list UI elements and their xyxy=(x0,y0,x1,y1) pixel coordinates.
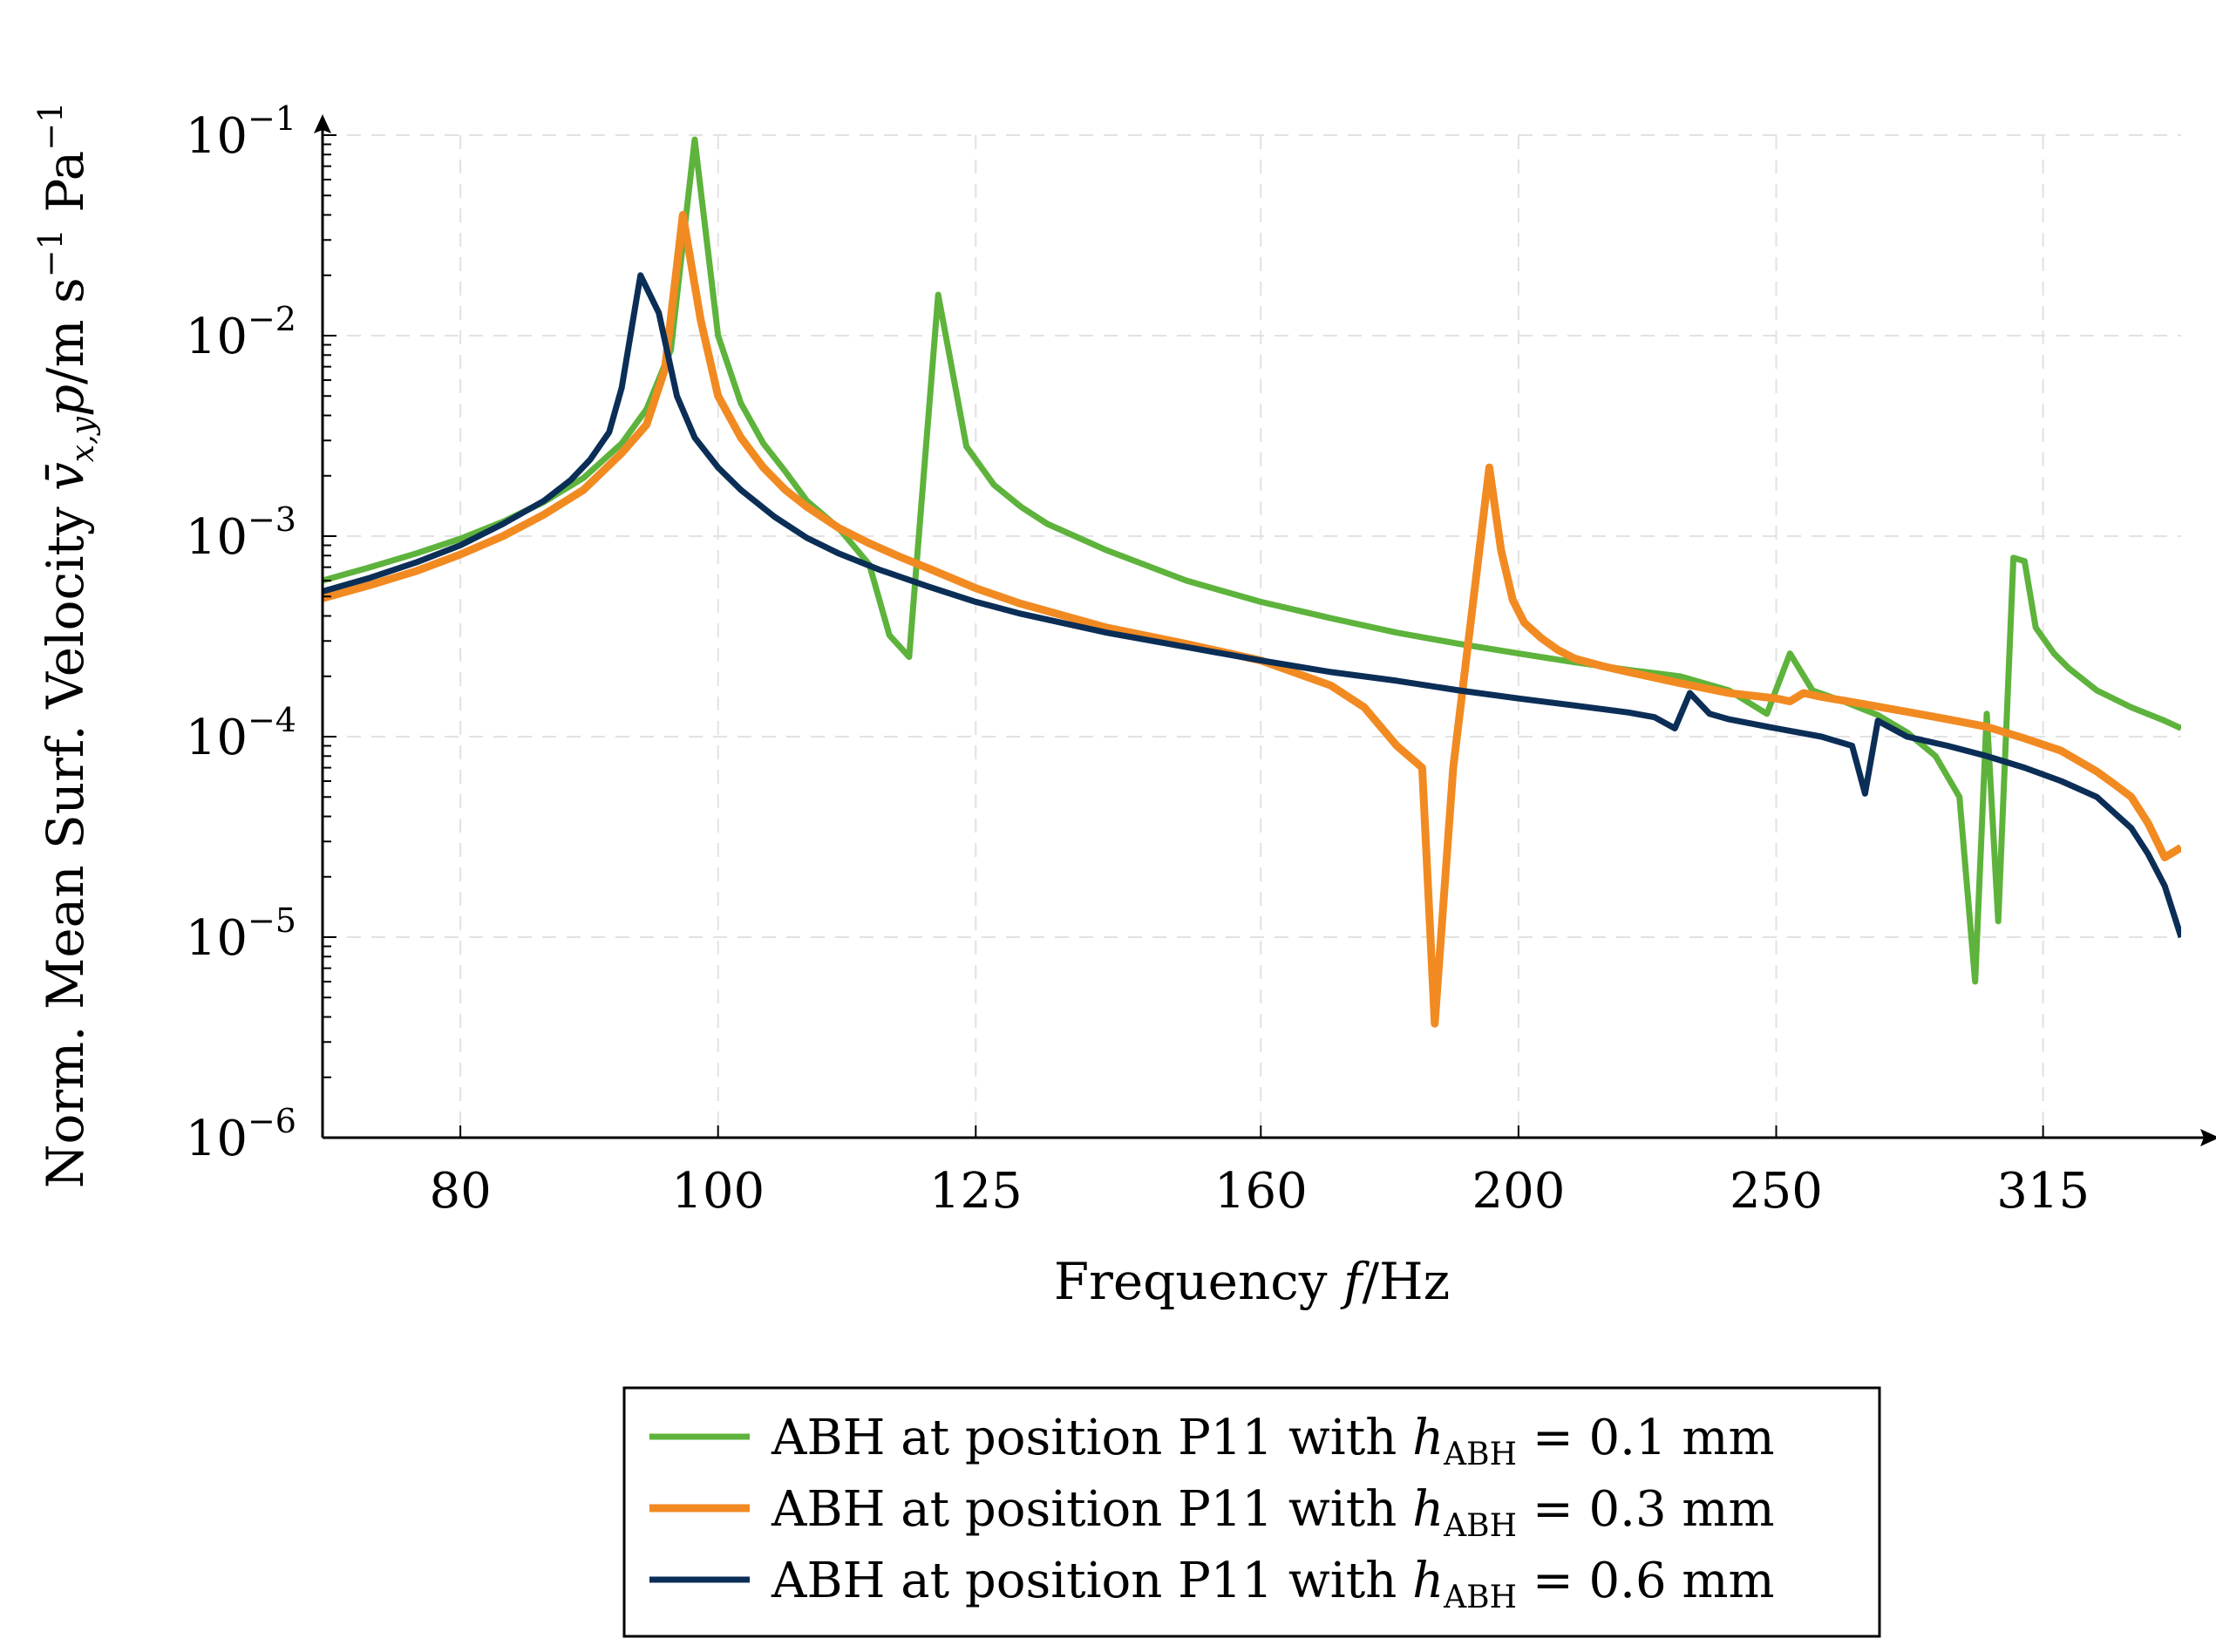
svg-text:Norm. Mean Surf. Velocity v̄x,: Norm. Mean Surf. Velocity v̄x,yp/m s−1 P… xyxy=(31,102,101,1189)
x-tick-label: 100 xyxy=(671,1163,765,1220)
y-axis-title: Norm. Mean Surf. Velocity v̄x,yp/m s−1 P… xyxy=(31,102,101,1189)
y-tick-label: 10−3 xyxy=(186,500,296,566)
legend-item-2: ABH at position P11 with hABH = 0.3 mm xyxy=(649,1481,1775,1544)
legend-box xyxy=(622,1386,1881,1638)
y-tick-label: 10−1 xyxy=(186,99,296,165)
tick-labels: 80 100 125 160 200 250 315 10−6 10−5 10−4 10−3 10−2… xyxy=(186,99,2090,1220)
series-line-1 xyxy=(323,136,2181,985)
legend-label: ABH at position P11 with hABH = 0.1 mm xyxy=(771,1410,1775,1472)
series-line-3 xyxy=(323,272,2181,939)
series-group xyxy=(323,136,2181,1028)
x-tick-label: 200 xyxy=(1472,1163,1565,1220)
y-tick-label: 10−5 xyxy=(186,901,296,967)
legend-item-3: ABH at position P11 with hABH = 0.6 mm xyxy=(649,1553,1775,1615)
y-tick-label: 10−6 xyxy=(186,1102,296,1167)
grid xyxy=(323,134,2181,1139)
x-tick-label: 160 xyxy=(1214,1163,1308,1220)
legend-item-1: ABH at position P11 with hABH = 0.1 mm xyxy=(649,1410,1775,1472)
x-axis-title: Frequency f/Hz xyxy=(1054,1252,1450,1311)
x-tick-label: 80 xyxy=(429,1163,491,1220)
x-tick-label: 315 xyxy=(1996,1163,2090,1220)
x-axis-arrow xyxy=(2200,1129,2216,1146)
legend-label: ABH at position P11 with hABH = 0.6 mm xyxy=(771,1553,1775,1615)
y-tick-label: 10−2 xyxy=(186,300,296,365)
x-tick-label: 125 xyxy=(929,1163,1023,1220)
axes xyxy=(314,114,2216,1146)
series-line-2 xyxy=(323,211,2181,1028)
y-tick-label: 10−4 xyxy=(186,701,296,766)
legend-label: ABH at position P11 with hABH = 0.3 mm xyxy=(771,1481,1775,1544)
legend: ABH at position P11 with hABH = 0.1 mm AB… xyxy=(622,1386,1881,1638)
x-tick-label: 250 xyxy=(1730,1163,1823,1220)
y-axis-arrow xyxy=(314,114,331,133)
